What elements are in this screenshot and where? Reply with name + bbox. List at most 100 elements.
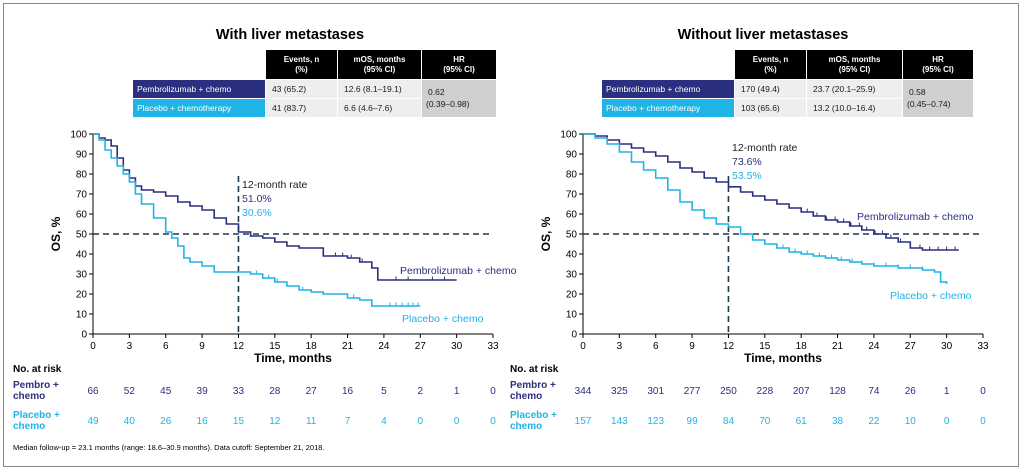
y-tick-label: 0 bbox=[571, 330, 577, 341]
risk-count: 0 bbox=[490, 386, 496, 397]
x-tick-label: 6 bbox=[163, 341, 169, 352]
risk-count: 84 bbox=[723, 416, 735, 427]
risk-count: 123 bbox=[647, 416, 664, 427]
table-arm-cell bbox=[133, 80, 265, 98]
table-header-cell bbox=[266, 50, 337, 79]
risk-count: 28 bbox=[269, 386, 281, 397]
risk-count: 0 bbox=[454, 416, 460, 427]
table-events-cell bbox=[735, 80, 806, 98]
km-curve-placebo bbox=[583, 133, 948, 284]
x-tick-label: 24 bbox=[378, 341, 390, 352]
y-axis-title: OS, % bbox=[49, 216, 63, 251]
risk-count: 40 bbox=[124, 416, 136, 427]
table-hr-ci: (0.39–0.98) bbox=[426, 99, 470, 109]
footnote: Median follow-up = 23.1 months (range: 1… bbox=[13, 443, 325, 452]
series-label-placebo: Placebo + chemo bbox=[890, 290, 972, 302]
risk-count: 228 bbox=[756, 386, 773, 397]
table-mos-value: 23.7 (20.1–25.9) bbox=[813, 84, 876, 94]
risk-count: 99 bbox=[687, 416, 699, 427]
table-arm-label: Pembrolizumab + chemo bbox=[606, 84, 701, 94]
table-arm-label: Pembrolizumab + chemo bbox=[137, 84, 232, 94]
table-events-value: 43 (65.2) bbox=[272, 84, 306, 94]
risk-count: 38 bbox=[832, 416, 844, 427]
table-arm-label: Placebo + chemotherapy bbox=[606, 103, 701, 113]
risk-count: 49 bbox=[87, 416, 99, 427]
y-tick-label: 30 bbox=[566, 270, 578, 281]
y-tick-label: 20 bbox=[76, 290, 88, 301]
table-header-cell bbox=[338, 50, 421, 79]
risk-count: 61 bbox=[796, 416, 808, 427]
table-mos-value: 12.6 (8.1–19.1) bbox=[344, 84, 402, 94]
risk-table-header: No. at risk bbox=[510, 364, 559, 375]
table-header-label: HR (95% CI) bbox=[443, 55, 475, 74]
km-curve-pembro bbox=[583, 133, 959, 251]
y-tick-label: 90 bbox=[76, 150, 88, 161]
table-header-cell bbox=[735, 50, 806, 79]
risk-count: 11 bbox=[306, 416, 317, 427]
risk-count: 250 bbox=[720, 386, 737, 397]
risk-row-label: Pembro + bbox=[510, 380, 556, 391]
x-tick-label: 12 bbox=[233, 341, 245, 352]
x-tick-label: 0 bbox=[90, 341, 96, 352]
x-axis-title: Time, months bbox=[744, 351, 822, 365]
risk-count: 0 bbox=[944, 416, 950, 427]
table-header-cell bbox=[422, 50, 496, 79]
risk-count: 4 bbox=[381, 416, 387, 427]
table-hr-value: 0.62 bbox=[428, 87, 445, 97]
risk-count: 157 bbox=[575, 416, 592, 427]
risk-count: 128 bbox=[829, 386, 846, 397]
table-hr-cell bbox=[422, 80, 496, 117]
table-header-label: Events, n (%) bbox=[753, 55, 789, 74]
twelve-month-rate-title: 12-month rate bbox=[242, 179, 308, 191]
risk-count: 27 bbox=[306, 386, 318, 397]
table-hr-cell bbox=[903, 80, 973, 117]
table-header-label: mOS, months (95% CI) bbox=[353, 55, 406, 74]
x-tick-label: 33 bbox=[487, 341, 499, 352]
x-axis-title: Time, months bbox=[254, 351, 332, 365]
x-tick-label: 15 bbox=[269, 341, 281, 352]
risk-count: 39 bbox=[197, 386, 209, 397]
risk-count: 74 bbox=[868, 386, 880, 397]
y-tick-label: 40 bbox=[566, 250, 578, 261]
x-tick-label: 0 bbox=[580, 341, 586, 352]
table-events-value: 41 (83.7) bbox=[272, 103, 306, 113]
risk-count: 0 bbox=[417, 416, 423, 427]
table-arm-cell bbox=[133, 99, 265, 117]
x-tick-label: 3 bbox=[617, 341, 623, 352]
table-header-label: Events, n (%) bbox=[284, 55, 320, 74]
risk-count: 12 bbox=[269, 416, 281, 427]
figure-frame bbox=[3, 3, 1019, 467]
risk-count: 277 bbox=[684, 386, 701, 397]
table-arm-cell bbox=[602, 99, 734, 117]
risk-count: 0 bbox=[980, 386, 986, 397]
table-mos-value: 6.6 (4.6–7.6) bbox=[344, 103, 392, 113]
risk-count: 344 bbox=[575, 386, 592, 397]
twelve-month-rate-pembro: 73.6% bbox=[732, 156, 762, 168]
x-tick-label: 12 bbox=[723, 341, 735, 352]
risk-count: 15 bbox=[233, 416, 245, 427]
risk-count: 325 bbox=[611, 386, 628, 397]
series-label-pembro: Pembrolizumab + chemo bbox=[857, 211, 974, 223]
y-tick-label: 50 bbox=[566, 230, 578, 241]
table-arm-label: Placebo + chemotherapy bbox=[137, 103, 232, 113]
risk-count: 0 bbox=[490, 416, 496, 427]
risk-count: 70 bbox=[759, 416, 771, 427]
risk-count: 52 bbox=[124, 386, 136, 397]
table-header-label: HR (95% CI) bbox=[922, 55, 954, 74]
risk-count: 1 bbox=[454, 386, 460, 397]
x-tick-label: 6 bbox=[653, 341, 659, 352]
y-tick-label: 30 bbox=[76, 270, 88, 281]
risk-count: 16 bbox=[197, 416, 209, 427]
risk-count: 0 bbox=[980, 416, 986, 427]
table-arm-cell bbox=[602, 80, 734, 98]
y-tick-label: 100 bbox=[560, 130, 577, 141]
summary-table: Events, n (%) mOS, months (95% CI) HR (95% CI… bbox=[133, 50, 496, 117]
y-tick-label: 60 bbox=[566, 210, 578, 221]
y-tick-label: 10 bbox=[76, 310, 88, 321]
table-mos-value: 13.2 (10.0–16.4) bbox=[813, 103, 876, 113]
table-events-cell bbox=[266, 99, 337, 117]
risk-count: 10 bbox=[905, 416, 917, 427]
table-hr-value: 0.58 bbox=[909, 87, 926, 97]
twelve-month-rate-title: 12-month rate bbox=[732, 142, 798, 154]
twelve-month-rate-placebo: 53.5% bbox=[732, 170, 762, 182]
